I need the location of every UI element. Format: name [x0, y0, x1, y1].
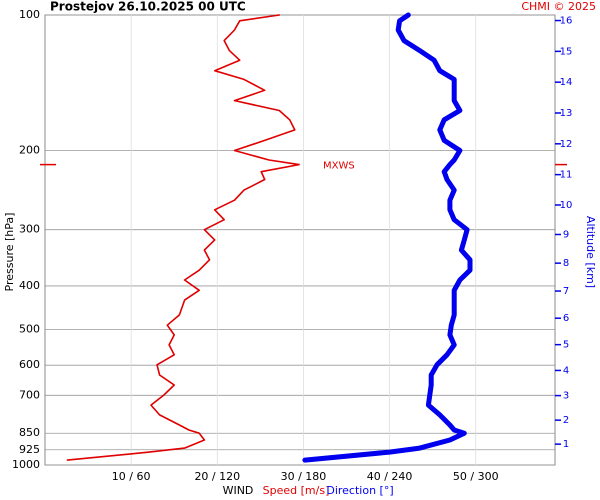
y-tick-label: 400	[19, 279, 40, 292]
time: 26.10.2025 00 UTC	[118, 0, 246, 14]
y2-tick-label: 13	[560, 108, 573, 119]
y2-tick-label: 11	[560, 170, 573, 181]
x-tick-label: 20 / 120	[194, 470, 240, 483]
y2-axis-title: Altitude [km]	[584, 216, 597, 288]
y2-tick-label: 9	[563, 229, 569, 240]
credit: CHMI © 2025	[521, 0, 596, 13]
x-tick-label: 30 / 180	[281, 470, 327, 483]
y-tick-label: 700	[19, 388, 40, 401]
x-tick-label: 10 / 60	[112, 470, 151, 483]
y2-tick-label: 16	[560, 16, 573, 27]
y2-tick-label: 5	[563, 340, 569, 351]
y-tick-label: 850	[19, 426, 40, 439]
y2-tick-label: 2	[563, 415, 569, 426]
station: Prostejov	[50, 0, 114, 14]
y-tick-label: 925	[19, 443, 40, 456]
y2-tick-label: 10	[560, 200, 573, 211]
y-axis-title: Pressure [hPa]	[3, 213, 16, 292]
x-axis-title: WIND	[223, 484, 254, 497]
y2-tick-label: 6	[563, 313, 569, 324]
y-tick-label: 200	[19, 143, 40, 156]
x-tick-label: 40 / 240	[367, 470, 413, 483]
y-tick-label: 600	[19, 358, 40, 371]
direction-line	[302, 12, 473, 463]
legend-label: Speed [m/s]	[263, 484, 330, 497]
x-tick-label: 50 / 300	[453, 470, 499, 483]
y2-tick-label: 4	[563, 365, 569, 376]
y2-tick-label: 12	[560, 139, 573, 150]
y2-tick-label: 1	[563, 439, 569, 450]
y2-tick-label: 15	[560, 46, 573, 57]
y2-tick-label: 7	[563, 286, 569, 297]
y2-tick-label: 8	[563, 258, 569, 269]
y2-tick-label: 14	[560, 77, 573, 88]
plot-frame	[44, 14, 556, 466]
y2-tick-label: 3	[563, 391, 569, 402]
speed-line	[66, 14, 300, 461]
y-tick-label: 500	[19, 323, 40, 336]
y-tick-label: 100	[19, 8, 40, 21]
legend-label: Direction [°]	[326, 484, 393, 497]
y-tick-label: 1000	[12, 458, 40, 471]
annotation: MXWS	[323, 161, 355, 172]
y-tick-label: 300	[19, 223, 40, 236]
